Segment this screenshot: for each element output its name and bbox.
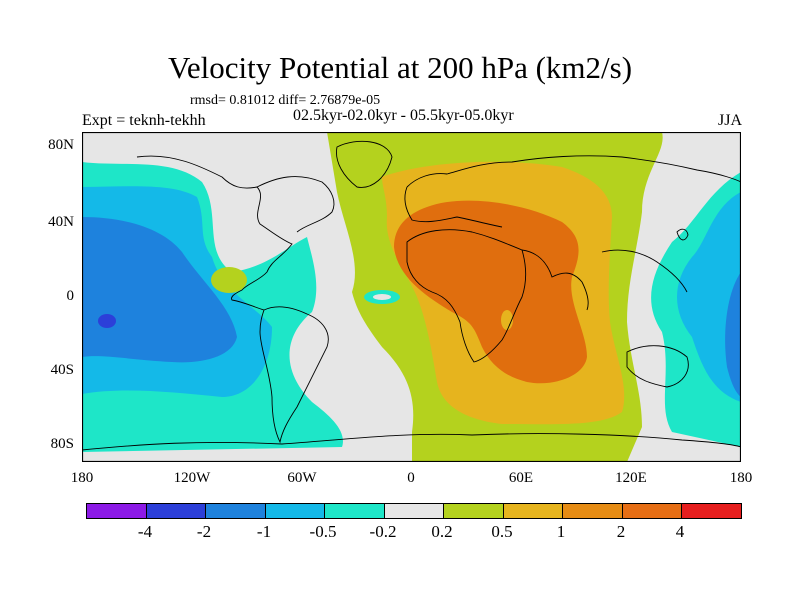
y-tick-0: 0 (66, 288, 75, 304)
colorbar-label: -4 (137, 522, 153, 541)
x-tick-60w: 60W (287, 470, 317, 486)
colorbar-label: -0.2 (369, 522, 397, 541)
contour-neg-atlantic-core (373, 294, 391, 300)
colorbar-cell (444, 504, 504, 518)
colorbar-label: 2 (616, 522, 626, 541)
colorbar-label: 0.2 (431, 522, 453, 541)
x-tick-60e: 60E (508, 470, 534, 486)
contour-1-2 (394, 200, 587, 384)
y-tick-40n: 40N (48, 214, 74, 230)
map-svg (82, 132, 741, 462)
contour-neg-1-w (82, 217, 237, 363)
colorbar-cell (325, 504, 385, 518)
colorbar-cell (146, 504, 207, 518)
colorbar-cell (87, 504, 147, 518)
contour-neg-1-e (725, 272, 741, 397)
colorbar-label: 0.5 (491, 522, 513, 541)
y-tick-40s: 40S (50, 362, 74, 378)
colorbar (86, 503, 742, 519)
colorbar-label: 1 (556, 522, 566, 541)
colorbar-label: 4 (675, 522, 685, 541)
colorbar-cell (265, 504, 326, 518)
contour-neg-0.5-e (677, 192, 741, 402)
experiment-label: Expt = teknh-tekhh (82, 112, 206, 129)
colorbar-label: -0.5 (309, 522, 337, 541)
x-tick-120e: 120E (615, 470, 647, 486)
x-tick-120w: 120W (173, 470, 211, 486)
colorbar-label: -1 (256, 522, 272, 541)
velocity-potential-map (82, 132, 741, 462)
contour-neg-2-blob (98, 314, 116, 328)
colorbar-cell (384, 504, 445, 518)
season-label: JJA (717, 112, 742, 129)
colorbar-cell (563, 504, 623, 518)
y-tick-80n: 80N (48, 137, 74, 153)
x-tick-180e: 180 (729, 470, 753, 486)
colorbar-cell (622, 504, 683, 518)
x-tick-180w: 180 (70, 470, 94, 486)
period-label: 02.5kyr-02.0kyr - 05.5kyr-05.0kyr (293, 107, 514, 124)
y-tick-80s: 80S (50, 436, 74, 452)
colorbar-cell (682, 504, 742, 518)
x-tick-0: 0 (407, 470, 415, 486)
colorbar-cell (206, 504, 266, 518)
rmsd-diff-text: rmsd= 0.81012 diff= 2.76879e-05 (190, 93, 381, 108)
colorbar-cell (503, 504, 564, 518)
plot-title: Velocity Potential at 200 hPa (km2/s) (167, 50, 633, 85)
contour-pos-pacific-blob (211, 267, 247, 293)
colorbar-label: -2 (196, 522, 212, 541)
coastlines (82, 140, 741, 451)
map-frame (82, 132, 741, 462)
